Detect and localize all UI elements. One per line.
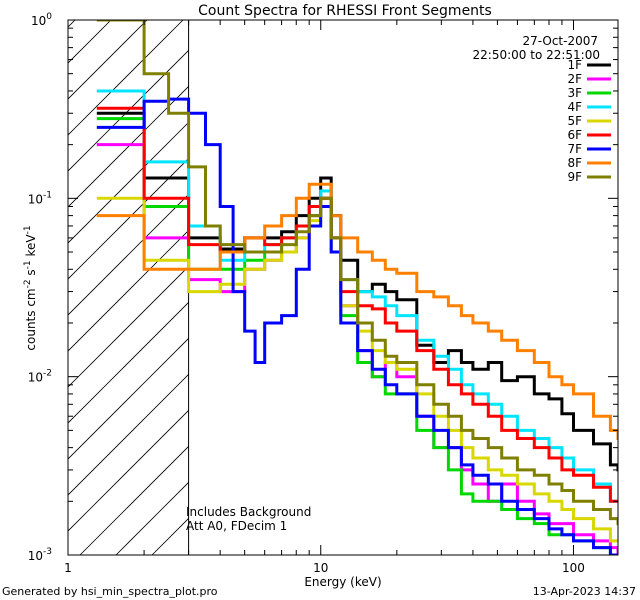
- legend-label-8F: 8F: [567, 156, 582, 170]
- hatch-line: [68, 20, 184, 136]
- hatch-line: [68, 20, 76, 28]
- plot-frame: [67, 19, 619, 556]
- series-8F-line: [96, 182, 618, 440]
- legend-label-3F: 3F: [567, 86, 582, 100]
- hatch-line: [68, 193, 189, 316]
- x-tick-label: 10: [313, 561, 328, 575]
- hatch-line: [68, 301, 189, 424]
- legend-label-7F: 7F: [567, 142, 582, 156]
- axis-ticks: 1 10 100 100 10-1 10-2 10-3: [28, 12, 618, 575]
- hatch-line: [68, 157, 189, 280]
- y-tick-label: 10-3: [28, 547, 52, 563]
- hatch-line: [68, 49, 189, 172]
- hatched-region: [68, 0, 640, 555]
- y-axis-label: counts cm-2 s-1 keV-1: [23, 225, 38, 350]
- footer-timestamp: 13-Apr-2023 14:37: [533, 585, 636, 598]
- y-tick-label: 100: [31, 12, 52, 28]
- hatch-line: [68, 85, 189, 208]
- legend-label-4F: 4F: [567, 100, 582, 114]
- series-7F-line: [96, 97, 618, 555]
- series-6F-line: [96, 106, 618, 503]
- hatch-lines: [68, 0, 640, 555]
- annotation-background: Includes Background: [186, 505, 311, 519]
- legend-label-1F: 1F: [567, 58, 582, 72]
- hatch-line: [68, 20, 148, 100]
- legend-label-6F: 6F: [567, 128, 582, 142]
- series-lines: [96, 20, 618, 555]
- legend-label-2F: 2F: [567, 72, 582, 86]
- y-tick-label: 10-1: [28, 190, 52, 206]
- hatch-line: [79, 445, 189, 555]
- legend-label-5F: 5F: [567, 114, 582, 128]
- series-9F-line: [96, 20, 618, 526]
- hatch-line: [68, 337, 189, 460]
- hatch-line: [68, 373, 189, 496]
- hatch-line: [260, 0, 640, 555]
- legend-label-9F: 9F: [567, 170, 582, 184]
- time-range-label: 22:50:00 to 22:51:00: [473, 48, 600, 62]
- footer-generated-by: Generated by hsi_min_spectra_plot.pro: [2, 585, 218, 598]
- y-tick-label: 10-2: [28, 369, 52, 385]
- annotation-attenuator: Att A0, FDecim 1: [186, 519, 287, 533]
- x-tick-label: 100: [562, 561, 585, 575]
- series-3F-line: [96, 117, 618, 555]
- chart-title: Count Spectra for RHESSI Front Segments: [198, 3, 492, 19]
- series-4F-line: [96, 89, 618, 503]
- hatch-line: [68, 265, 189, 388]
- x-axis-label: Energy (keV): [304, 575, 381, 589]
- series-5F-line: [96, 196, 618, 543]
- x-tick-label: 1: [64, 561, 72, 575]
- hatch-line: [115, 481, 189, 555]
- hatch-line: [68, 121, 189, 244]
- date-label: 27-Oct-2007: [522, 34, 598, 48]
- hatch-line: [68, 409, 189, 532]
- hatch-line: [68, 229, 189, 352]
